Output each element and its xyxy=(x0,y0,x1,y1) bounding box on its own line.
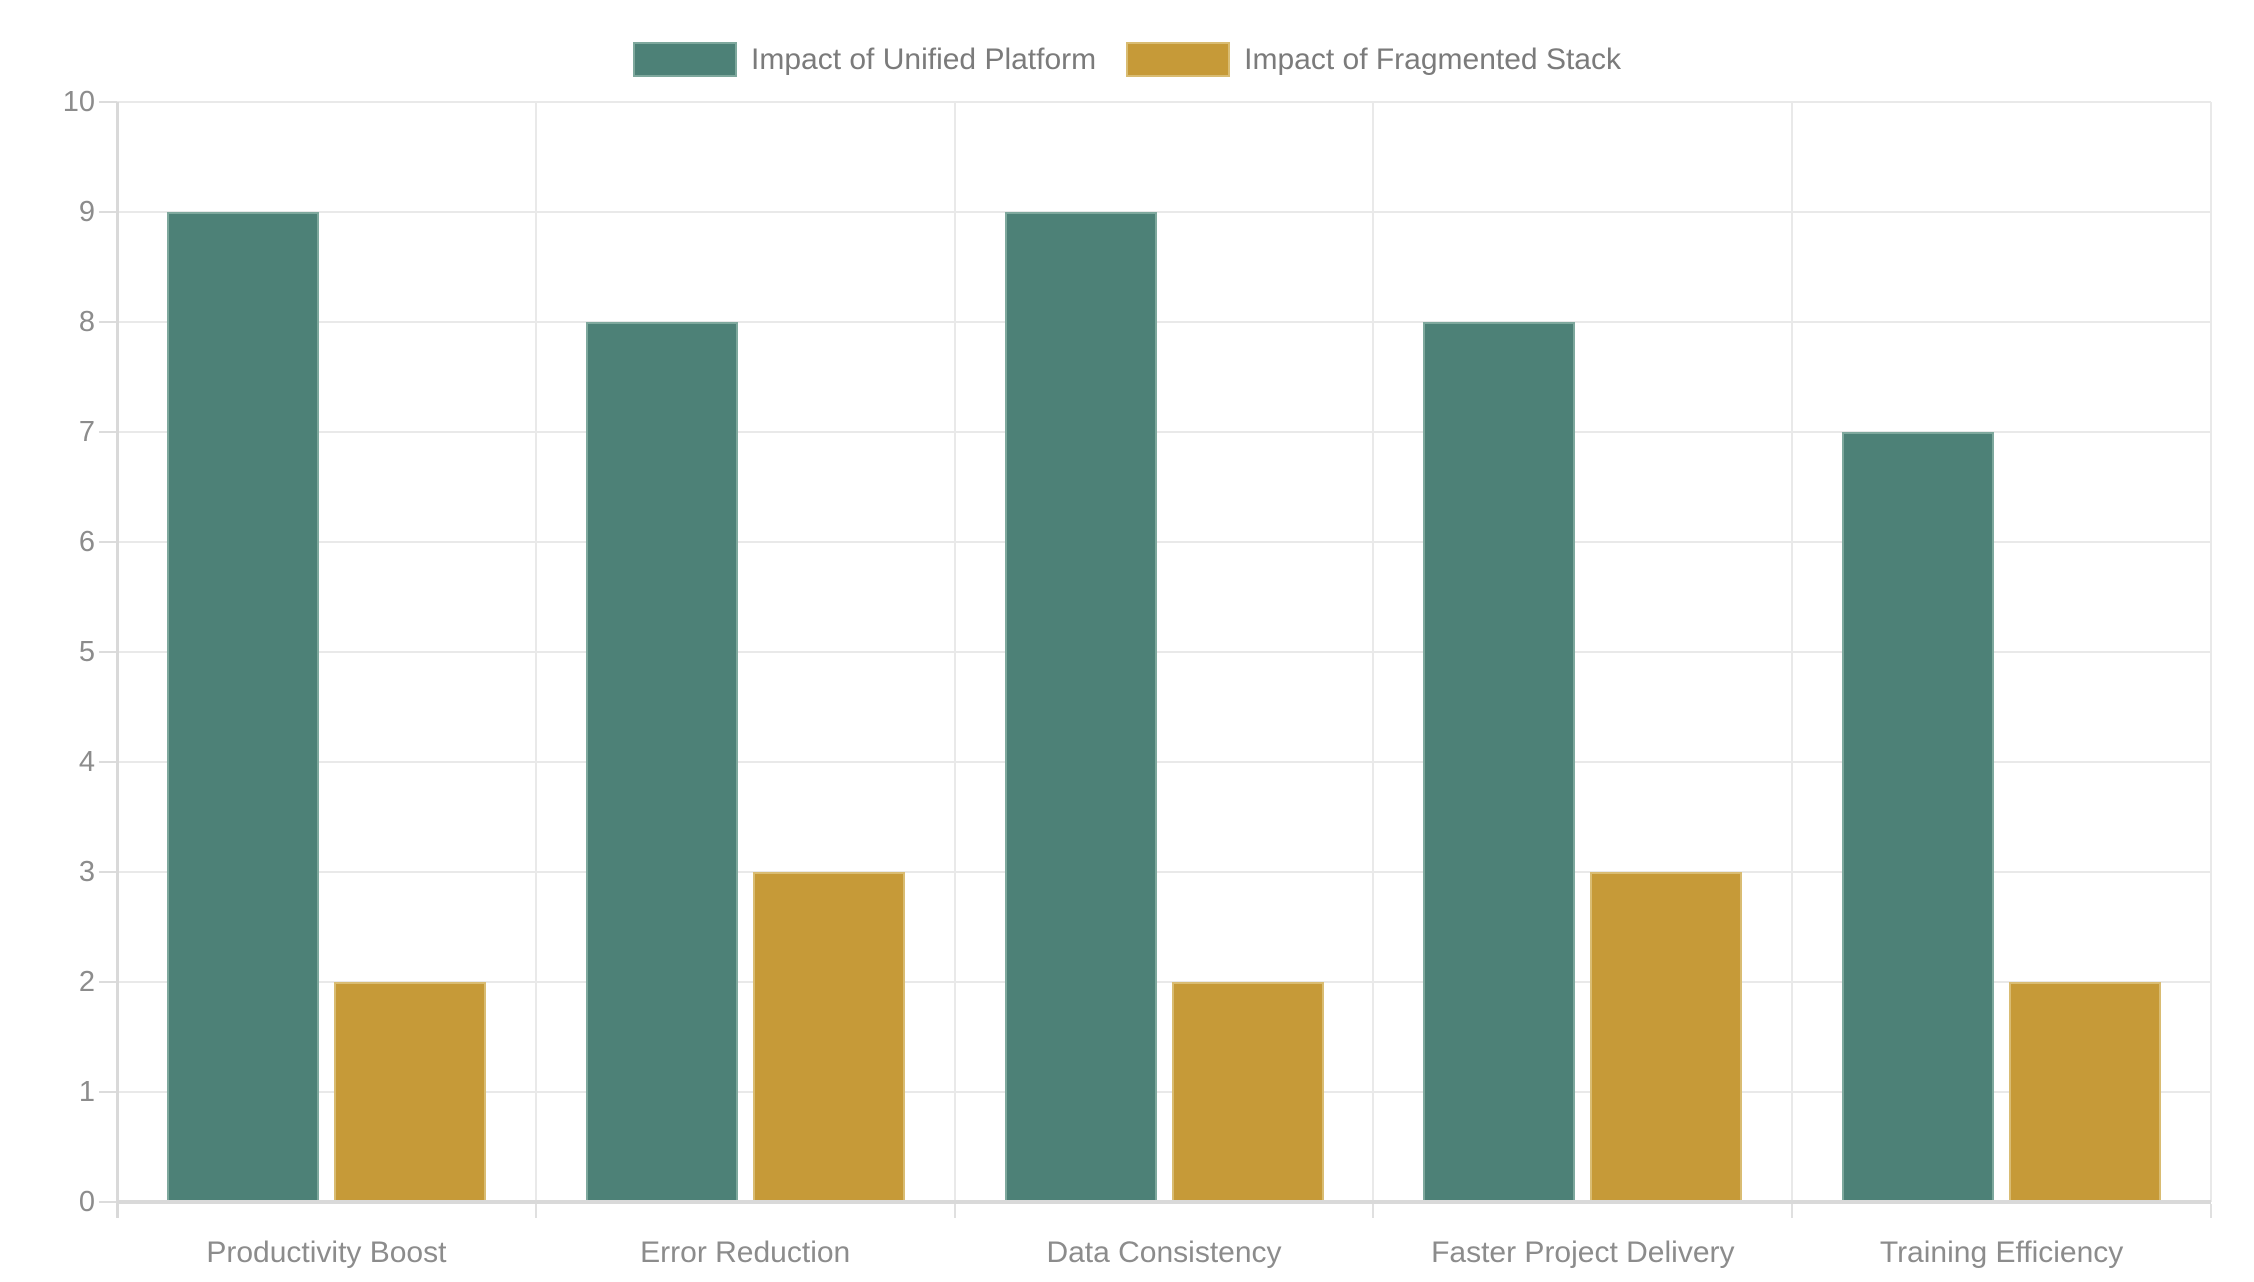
legend-swatch-impact-of-unified-platform xyxy=(633,42,737,77)
legend-swatch-impact-of-fragmented-stack xyxy=(1126,42,1231,77)
y-axis-line xyxy=(116,102,119,1218)
legend-item-impact-of-fragmented-stack[interactable]: Impact of Fragmented Stack xyxy=(1126,42,1621,77)
bar-impact-of-fragmented-stack-productivity-boost xyxy=(334,982,486,1202)
x-tick-label-productivity-boost: Productivity Boost xyxy=(206,1236,447,1269)
v-gridline xyxy=(534,102,537,1202)
h-gridline xyxy=(117,321,2211,323)
x-tick-mark xyxy=(953,1204,956,1218)
bar-impact-of-unified-platform-training-efficiency xyxy=(1842,432,1995,1202)
y-tick-mark xyxy=(99,1091,117,1093)
y-tick-mark xyxy=(99,1201,117,1203)
y-tick-label: 2 xyxy=(78,966,95,998)
bar-impact-of-unified-platform-data-consistency xyxy=(1004,212,1157,1202)
y-tick-mark xyxy=(99,871,117,873)
legend-label: Impact of Fragmented Stack xyxy=(1244,42,1621,76)
bar-impact-of-unified-platform-error-reduction xyxy=(585,322,738,1202)
h-gridline xyxy=(117,211,2211,213)
y-tick-label: 9 xyxy=(78,196,95,228)
bar-impact-of-unified-platform-productivity-boost xyxy=(167,212,319,1202)
bar-impact-of-fragmented-stack-training-efficiency xyxy=(2009,982,2162,1202)
h-gridline xyxy=(117,431,2211,433)
v-gridline xyxy=(1791,102,1794,1202)
x-tick-label-faster-project-delivery: Faster Project Delivery xyxy=(1431,1236,1735,1269)
h-gridline xyxy=(117,541,2211,543)
x-tick-mark xyxy=(2210,1204,2212,1218)
x-tick-label-error-reduction: Error Reduction xyxy=(640,1236,851,1269)
v-gridline xyxy=(1372,102,1375,1202)
y-axis-labels: 0 1 2 3 4 5 6 7 8 9 10 xyxy=(0,86,95,1218)
legend: Impact of Unified Platform Impact of Frag… xyxy=(0,42,2254,77)
x-axis-line xyxy=(117,1200,2211,1204)
x-tick-mark xyxy=(534,1204,537,1218)
y-tick-mark xyxy=(99,211,117,213)
h-gridline xyxy=(117,871,2211,873)
y-tick-label: 0 xyxy=(78,1186,95,1218)
y-tick-label: 7 xyxy=(78,416,95,448)
x-tick-mark xyxy=(1372,1204,1375,1218)
legend-item-impact-of-unified-platform[interactable]: Impact of Unified Platform xyxy=(633,42,1096,77)
x-tick-label-training-efficiency: Training Efficiency xyxy=(1879,1236,2124,1269)
plot-area xyxy=(99,101,2212,1218)
y-tick-label: 1 xyxy=(78,1076,95,1108)
bar-impact-of-unified-platform-faster-project-delivery xyxy=(1423,322,1576,1202)
bar-impact-of-fragmented-stack-data-consistency xyxy=(1171,982,1324,1202)
v-gridline xyxy=(953,102,956,1202)
y-tick-mark xyxy=(99,651,117,653)
bar-impact-of-fragmented-stack-error-reduction xyxy=(752,872,905,1202)
y-tick-label: 5 xyxy=(78,636,95,668)
y-tick-mark xyxy=(99,981,117,983)
y-tick-mark xyxy=(99,761,117,763)
h-gridline xyxy=(117,101,2211,103)
legend-label: Impact of Unified Platform xyxy=(751,42,1097,76)
h-gridline xyxy=(117,651,2211,653)
y-tick-label: 10 xyxy=(62,86,95,118)
y-tick-label: 8 xyxy=(78,306,95,338)
y-tick-mark xyxy=(99,321,117,323)
h-gridline xyxy=(117,981,2211,983)
y-tick-label: 4 xyxy=(78,746,95,778)
bar-impact-of-fragmented-stack-faster-project-delivery xyxy=(1590,872,1743,1202)
y-tick-mark xyxy=(99,431,117,433)
x-tick-mark xyxy=(1791,1204,1794,1218)
y-tick-mark xyxy=(99,101,117,103)
y-tick-label: 6 xyxy=(78,526,95,558)
h-gridline xyxy=(117,1091,2211,1093)
x-tick-label-data-consistency: Data Consistency xyxy=(1046,1236,1282,1269)
y-tick-mark xyxy=(99,541,117,543)
y-tick-label: 3 xyxy=(78,856,95,888)
h-gridline xyxy=(117,761,2211,763)
v-gridline xyxy=(2210,102,2212,1202)
x-axis-labels: Productivity Boost Error Reduction Data Co… xyxy=(117,1232,2211,1274)
